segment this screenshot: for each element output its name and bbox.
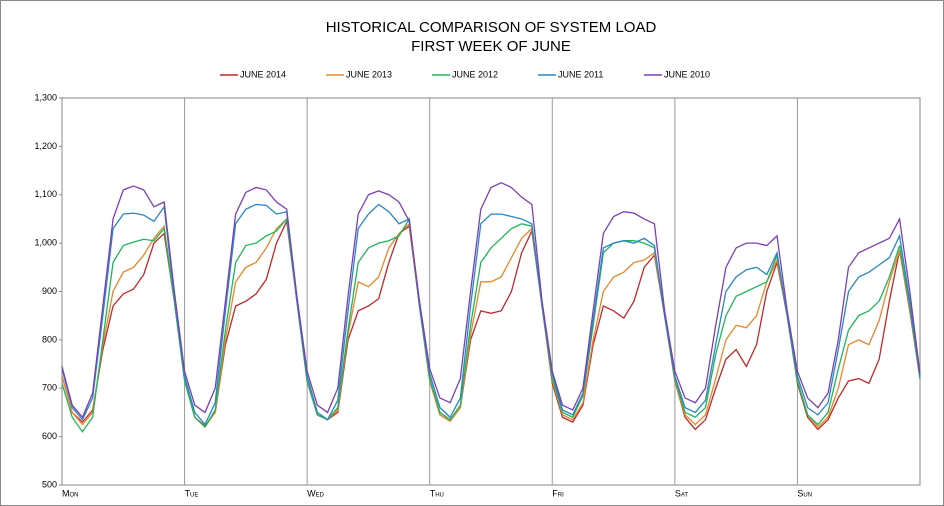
y-tick-label: 700	[42, 383, 57, 393]
x-tick-label: Sun	[797, 488, 812, 498]
series-line	[61, 181, 921, 419]
y-tick-label: 500	[42, 479, 57, 489]
x-tick-label: Sat	[675, 488, 689, 498]
legend-label: JUNE 2012	[452, 69, 498, 79]
y-tick-label: 900	[42, 286, 57, 296]
y-tick-label: 1,300	[34, 92, 57, 102]
x-tick-label: Wed	[307, 488, 324, 498]
y-tick-label: 1,100	[34, 189, 57, 199]
x-tick-label: Tue	[185, 488, 199, 498]
series-line	[61, 203, 921, 426]
chart-subtitle: FIRST WEEK OF JUNE	[411, 38, 571, 55]
x-tick-label: Fri	[552, 488, 564, 498]
y-tick-label: 600	[42, 431, 57, 441]
chart-title: HISTORICAL COMPARISON OF SYSTEM LOAD	[326, 19, 657, 36]
legend-label: JUNE 2014	[240, 69, 286, 79]
y-tick-label: 1,000	[34, 238, 57, 248]
legend-label: JUNE 2010	[664, 69, 710, 79]
x-tick-label: Thu	[430, 488, 444, 498]
legend-label: JUNE 2011	[558, 69, 603, 79]
legend-label: JUNE 2013	[346, 69, 392, 79]
y-tick-label: 1,200	[34, 141, 57, 151]
x-tick-label: Mon	[62, 488, 79, 498]
y-tick-label: 800	[42, 334, 57, 344]
